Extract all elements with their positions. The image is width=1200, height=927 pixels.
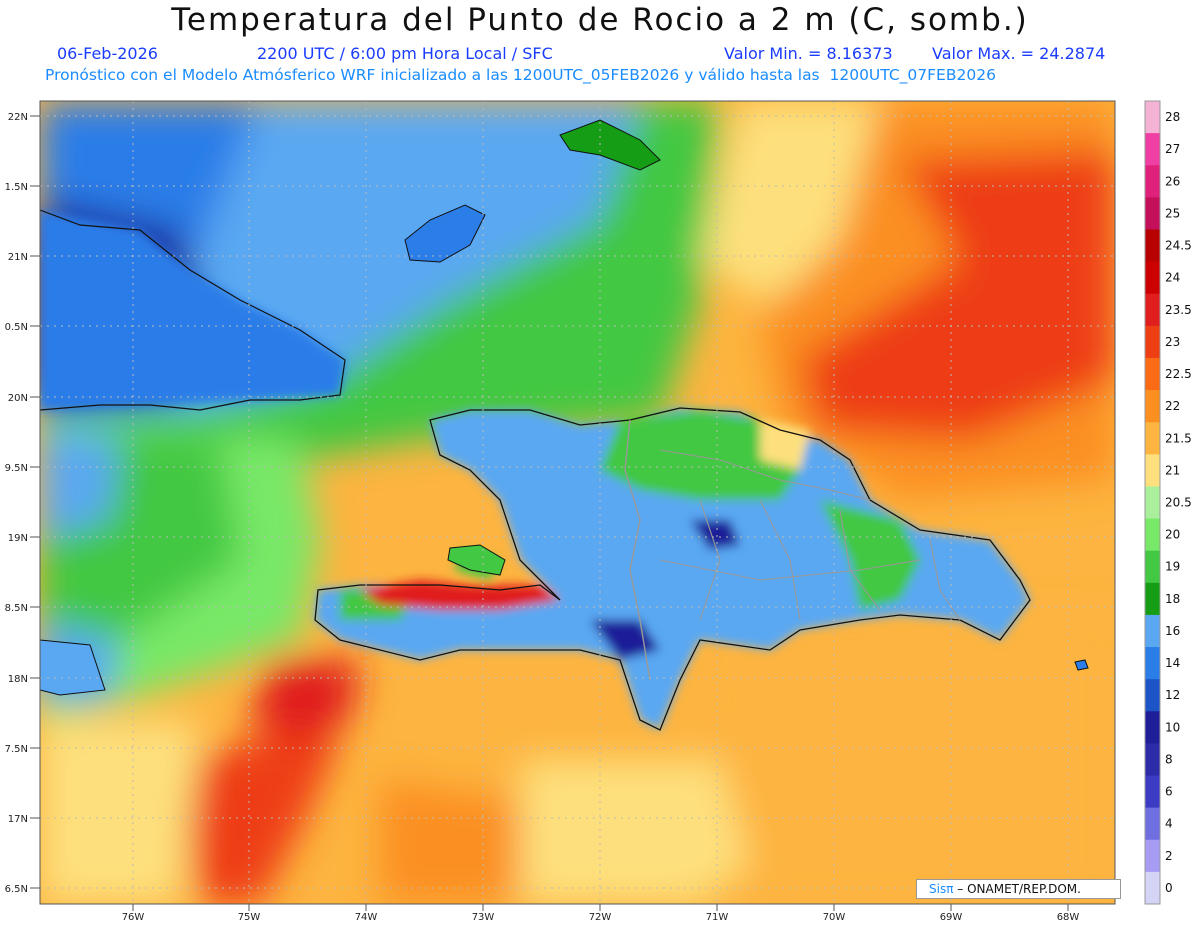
colorbar-label: 18 xyxy=(1165,592,1180,606)
max-value-label: Valor Max. = 24.2874 xyxy=(932,44,1106,63)
colorbar-label: 21 xyxy=(1165,463,1180,477)
colorbar-label: 23.5 xyxy=(1165,303,1192,317)
lat-tick: 17N xyxy=(8,814,28,825)
date-label: 06-Feb-2026 xyxy=(57,44,158,63)
lat-tick: 9.5N xyxy=(5,463,28,474)
colorbar-swatch xyxy=(1145,454,1160,487)
lat-tick: 22N xyxy=(8,112,28,123)
colorbar-swatch xyxy=(1145,133,1160,166)
lat-tick: 6.5N xyxy=(5,884,28,895)
colorbar-label: 25 xyxy=(1165,206,1180,220)
colorbar-label: 8 xyxy=(1165,752,1173,766)
colorbar-swatch xyxy=(1145,101,1160,134)
colorbar-swatch xyxy=(1145,422,1160,455)
colorbar-swatch xyxy=(1145,357,1160,391)
lat-tick: 7.5N xyxy=(5,744,28,755)
colorbar-label: 20 xyxy=(1165,528,1180,542)
colorbar-swatch xyxy=(1145,390,1160,423)
lon-tick: 75W xyxy=(238,912,261,923)
colorbar-label: 26 xyxy=(1165,174,1180,188)
lon-tick: 72W xyxy=(589,912,612,923)
lat-tick: 19N xyxy=(8,533,28,544)
min-value-label: Valor Min. = 8.16373 xyxy=(724,44,893,63)
colorbar-swatch xyxy=(1145,486,1160,520)
colorbar-label: 0 xyxy=(1165,881,1173,895)
colorbar-label: 19 xyxy=(1165,560,1180,574)
colorbar-swatch xyxy=(1145,647,1160,680)
lat-tick: 18N xyxy=(8,674,28,685)
colorbar-label: 22 xyxy=(1165,399,1180,413)
colorbar-frame xyxy=(1144,100,1161,905)
colorbar-swatch xyxy=(1145,325,1160,359)
colorbar-swatch xyxy=(1145,293,1160,327)
colorbar-swatch xyxy=(1145,871,1160,905)
colorbar-swatch xyxy=(1145,839,1160,873)
lon-tick: 68W xyxy=(1057,912,1080,923)
colorbar-swatch xyxy=(1145,550,1160,584)
forecast-description: Pronóstico con el Modelo Atmósferico WRF… xyxy=(45,66,996,84)
colorbar-label: 22.5 xyxy=(1165,367,1192,381)
lat-tick: 1.5N xyxy=(5,182,28,193)
colorbar-label: 28 xyxy=(1165,110,1180,124)
colorbar-label: 16 xyxy=(1165,624,1180,638)
page-title: Temperatura del Punto de Rocio a 2 m (C,… xyxy=(171,2,1029,38)
colorbar-label: 21.5 xyxy=(1165,431,1192,445)
lon-tick: 70W xyxy=(823,912,846,923)
colorbar-label: 14 xyxy=(1165,656,1180,670)
colorbar-label: 12 xyxy=(1165,688,1180,702)
colorbar-label: 10 xyxy=(1165,720,1180,734)
colorbar-swatch xyxy=(1145,197,1160,230)
longitude-axis: 76W 75W 74W 73W 72W 71W 70W 69W 68W xyxy=(122,912,1080,923)
colorbar-swatch xyxy=(1145,711,1160,744)
lon-tick: 74W xyxy=(355,912,378,923)
lat-tick-marks xyxy=(30,115,40,889)
lat-tick: 20N xyxy=(8,393,28,404)
colorbar-swatch xyxy=(1145,743,1160,777)
colorbar-swatch xyxy=(1145,261,1160,295)
colorbar-label: 6 xyxy=(1165,785,1173,799)
shaded-field xyxy=(40,101,1115,904)
colorbar-label: 24.5 xyxy=(1165,239,1192,253)
lat-tick: 8.5N xyxy=(5,603,28,614)
colorbar-label: 27 xyxy=(1165,142,1180,156)
credit-box: Sisπ – ONAMET/REP.DOM. xyxy=(916,879,1121,899)
lon-tick: 69W xyxy=(940,912,963,923)
lon-tick: 76W xyxy=(122,912,145,923)
colorbar: 2827262524.52423.52322.52221.52120.52019… xyxy=(1144,100,1192,905)
colorbar-swatch xyxy=(1145,679,1160,712)
colorbar-label: 4 xyxy=(1165,817,1173,831)
credit-text: – ONAMET/REP.DOM. xyxy=(957,882,1081,896)
colorbar-swatch xyxy=(1145,807,1160,841)
colorbar-swatch xyxy=(1145,582,1160,616)
colorbar-swatch xyxy=(1145,518,1160,552)
time-label: 2200 UTC / 6:00 pm Hora Local / SFC xyxy=(257,44,553,63)
lon-tick: 71W xyxy=(706,912,729,923)
credit-brand: Sisπ xyxy=(929,882,954,896)
colorbar-swatch xyxy=(1145,229,1160,263)
lat-tick: 21N xyxy=(8,252,28,263)
latitude-axis: 22N 1.5N 21N 0.5N 20N 9.5N 19N 8.5N 18N … xyxy=(5,112,28,895)
colorbar-swatch xyxy=(1145,775,1160,809)
colorbar-swatch xyxy=(1145,614,1160,648)
colorbar-label: 23 xyxy=(1165,335,1180,349)
colorbar-swatch xyxy=(1145,165,1160,198)
colorbar-label: 24 xyxy=(1165,271,1180,285)
colorbar-label: 20.5 xyxy=(1165,496,1192,510)
lat-tick: 0.5N xyxy=(5,322,28,333)
lon-tick: 73W xyxy=(472,912,495,923)
colorbar-label: 2 xyxy=(1165,849,1173,863)
